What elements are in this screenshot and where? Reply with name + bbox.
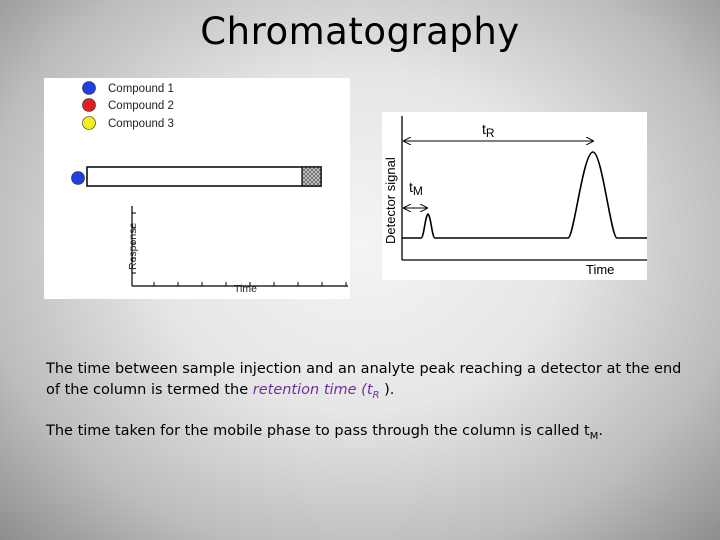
column-tube <box>86 166 322 187</box>
mini-chart-axes: Response Time <box>127 206 348 295</box>
column-diagram-svg: Compound 1 Compound 2 Compound 3 <box>71 81 348 295</box>
tR-label: tR <box>482 121 495 140</box>
p1-subscript-R: R <box>372 389 380 401</box>
legend-label-compound-3: Compound 3 <box>108 118 174 130</box>
mini-chart-xlabel: Time <box>234 283 257 295</box>
legend-label-compound-1: Compound 1 <box>108 83 174 95</box>
p1-paren-open: (t <box>356 382 373 398</box>
mobile-phase-paragraph: The time taken for the mobile phase to p… <box>46 421 686 447</box>
mini-chart-ylabel: Response <box>127 223 139 270</box>
chromatogram-svg: Detector signal Time tR tM <box>383 116 647 277</box>
p1-text: The time between sample injection and an… <box>46 361 682 398</box>
legend: Compound 1 Compound 2 Compound 3 <box>82 81 174 130</box>
slide-title: Chromatography <box>200 10 520 53</box>
detector-block <box>301 166 322 187</box>
p2-ending: . <box>598 423 603 439</box>
retention-time-term: retention time <box>252 382 357 398</box>
legend-label-compound-2: Compound 2 <box>108 100 174 112</box>
p2-subscript-M: M <box>589 430 599 442</box>
compound-3-marker <box>82 116 96 130</box>
y-axis-label: Detector signal <box>383 157 398 244</box>
chromatogram-figure: Detector signal Time tR tM <box>382 112 647 280</box>
injected-sample-dot <box>71 171 85 185</box>
x-axis-label: Time <box>586 262 614 277</box>
compound-1-marker <box>82 81 96 95</box>
retention-time-paragraph: The time between sample injection and an… <box>46 359 686 406</box>
tM-label: tM <box>409 179 423 198</box>
compound-2-marker <box>82 98 96 112</box>
p1-ending: ). <box>379 382 395 398</box>
column-diagram: Compound 1 Compound 2 Compound 3 <box>44 78 350 299</box>
detector-signal-trace <box>402 151 647 239</box>
p2-text: The time taken for the mobile phase to p… <box>46 423 590 439</box>
